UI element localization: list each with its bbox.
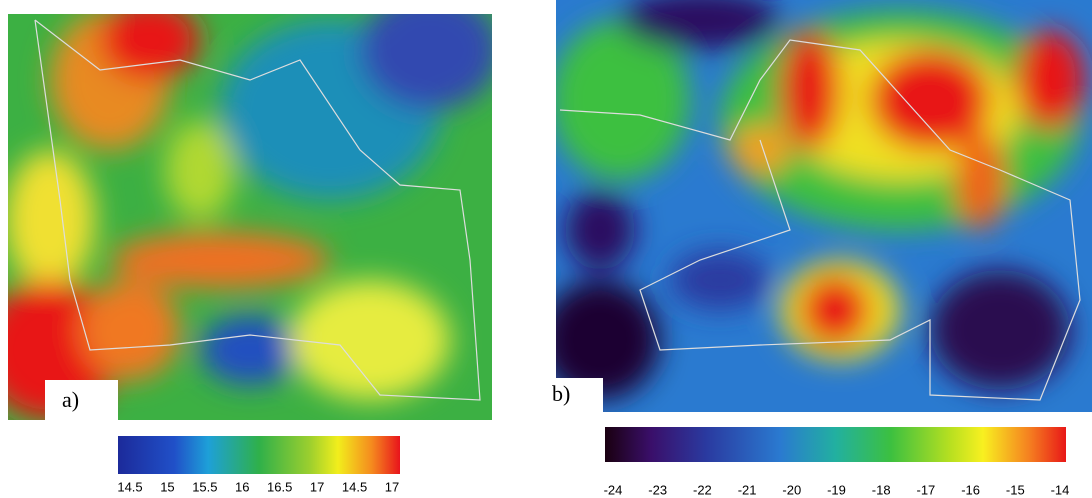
- colorbar-tick-label: -16: [961, 482, 980, 497]
- label-box: [45, 380, 118, 420]
- colorbar-tick-label: 17: [385, 479, 399, 494]
- colorbar-tick-label: 15: [160, 479, 174, 494]
- colorbar-tick-label: 15.5: [192, 479, 217, 494]
- colorbar: [605, 427, 1066, 462]
- panel-label: b): [552, 381, 570, 406]
- map-a: [8, 14, 492, 420]
- colorbar-tick-label: 16.5: [267, 479, 292, 494]
- colorbar-tick-label: 14.5: [342, 479, 367, 494]
- colorbar-tick-label: -18: [872, 482, 891, 497]
- colorbar-tick-label: -24: [604, 482, 623, 497]
- colorbar-tick-label: -20: [782, 482, 801, 497]
- colorbar-tick-label: -17: [917, 482, 936, 497]
- panel-label: a): [62, 387, 79, 412]
- colorbar-tick-label: -21: [738, 482, 757, 497]
- colorbar-tick-label: -15: [1006, 482, 1025, 497]
- colorbar-tick-label: -19: [827, 482, 846, 497]
- label-box: [545, 378, 603, 412]
- colorbar-tick-label: -14: [1051, 482, 1070, 497]
- map-b: [556, 0, 1092, 412]
- colorbar-tick-label: -23: [648, 482, 667, 497]
- colorbar-tick-label: 17: [310, 479, 324, 494]
- colorbar-tick-label: 14.5: [117, 479, 142, 494]
- colorbar-tick-label: -22: [693, 482, 712, 497]
- colorbar: [118, 436, 400, 474]
- colorbar-tick-label: 16: [235, 479, 249, 494]
